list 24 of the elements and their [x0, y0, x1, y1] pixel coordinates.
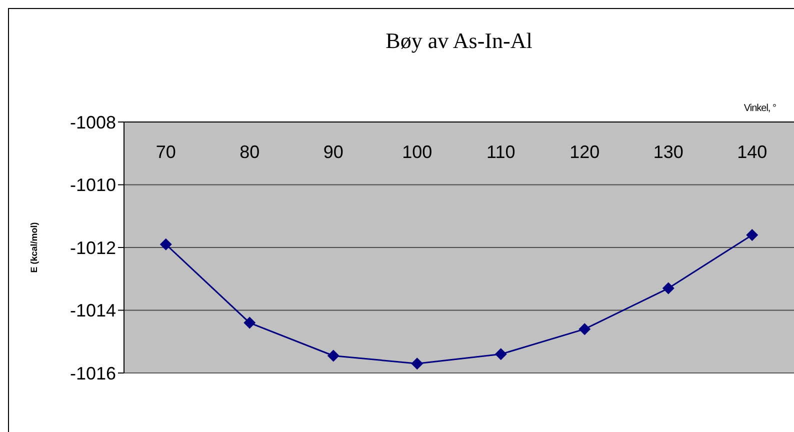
y-axis-title: E (kcal/mol) [29, 222, 40, 273]
point [662, 282, 674, 294]
point [244, 316, 256, 329]
x-tick-label: 80 [240, 142, 260, 162]
y-tick-label: -1012 [70, 238, 116, 258]
x-tick-label: 130 [653, 142, 684, 162]
x-tick-label: 110 [486, 142, 516, 162]
y-tick-label: -1008 [70, 112, 116, 132]
point [411, 358, 424, 370]
point [327, 350, 340, 362]
x-tick-label: 140 [737, 142, 768, 162]
chart-title: Bøy av As-In-Al [384, 28, 534, 54]
point [578, 323, 591, 336]
y-tick-label: -1016 [70, 363, 116, 384]
x-axis-title: Vinkel, ° [744, 103, 776, 114]
point [746, 228, 758, 241]
x-tick-label: 100 [402, 142, 432, 162]
y-tick-label: -1014 [70, 300, 116, 321]
x-tick-label: 120 [570, 142, 600, 162]
x-tick-label: 70 [156, 142, 176, 162]
point [160, 238, 172, 250]
point [494, 348, 507, 360]
y-tick-label: -1010 [70, 175, 116, 196]
x-tick-label: 90 [323, 142, 344, 162]
